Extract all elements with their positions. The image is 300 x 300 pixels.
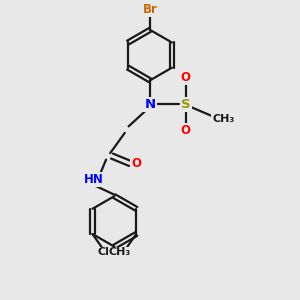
Text: CH₃: CH₃: [109, 248, 131, 257]
Text: CH₃: CH₃: [98, 248, 120, 257]
Text: O: O: [181, 71, 190, 84]
Text: CH₃: CH₃: [212, 114, 235, 124]
Text: S: S: [181, 98, 190, 111]
Text: O: O: [181, 124, 190, 137]
Text: Br: Br: [142, 3, 158, 16]
Text: N: N: [144, 98, 156, 111]
Text: HN: HN: [84, 173, 103, 186]
Text: O: O: [131, 157, 141, 170]
